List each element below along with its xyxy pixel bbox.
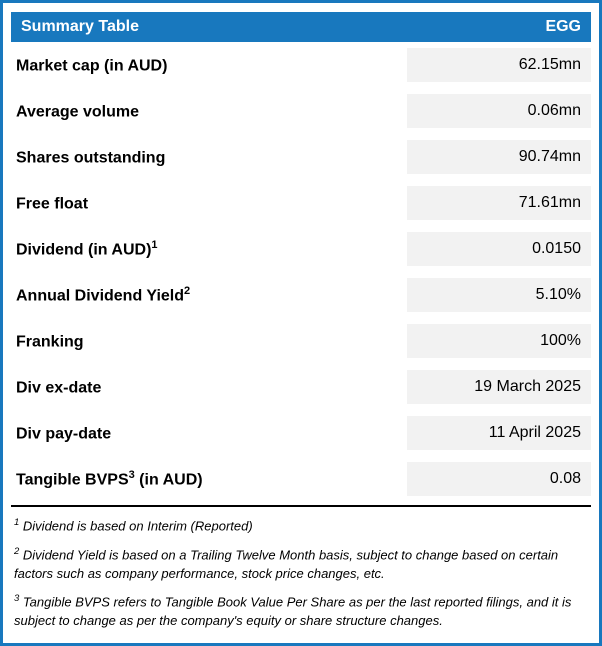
row-label-text: Shares outstanding <box>16 149 166 167</box>
row-label: Average volume <box>11 101 407 121</box>
row-label-text: Tangible BVPS <box>16 471 129 489</box>
table-row: Average volume 0.06mn <box>11 88 591 134</box>
row-label-text: Div pay-date <box>16 425 112 443</box>
ticker-label: EGG <box>545 18 581 35</box>
table-row: Div ex-date 19 March 2025 <box>11 364 591 410</box>
footnote-3-text: Tangible BVPS refers to Tangible Book Va… <box>14 594 572 628</box>
footnote-1-sup: 1 <box>14 517 20 528</box>
table-row: Free float 71.61mn <box>11 180 591 226</box>
row-value: 11 April 2025 <box>407 416 591 450</box>
table-header: Summary Table EGG <box>11 12 591 42</box>
table-row: Tangible BVPS3 (in AUD) 0.08 <box>11 456 591 502</box>
row-label-sup: 2 <box>184 284 191 297</box>
table-body: Market cap (in AUD) 62.15mn Average volu… <box>11 42 591 502</box>
table-row: Dividend (in AUD)1 0.0150 <box>11 226 591 272</box>
row-value: 0.08 <box>407 462 591 496</box>
footnotes: 1 Dividend is based on Interim (Reported… <box>11 516 591 630</box>
footnote-3: 3 Tangible BVPS refers to Tangible Book … <box>14 592 588 629</box>
footnote-2-text: Dividend Yield is based on a Trailing Tw… <box>14 547 559 581</box>
table-title: Summary Table <box>21 18 139 35</box>
row-value: 62.15mn <box>407 48 591 82</box>
footnote-3-sup: 3 <box>14 593 20 605</box>
row-label: Dividend (in AUD)1 <box>11 239 407 259</box>
table-row: Div pay-date 11 April 2025 <box>11 410 591 456</box>
row-label: Tangible BVPS3 (in AUD) <box>11 469 407 489</box>
row-value: 0.06mn <box>407 94 591 128</box>
table-row: Franking 100% <box>11 318 591 364</box>
footnote-divider <box>11 505 591 507</box>
row-label: Market cap (in AUD) <box>11 55 407 75</box>
row-value: 90.74mn <box>407 140 591 174</box>
row-label-sup: 1 <box>151 238 158 251</box>
row-label-sup: 3 <box>128 468 135 481</box>
row-label-text: Free float <box>16 195 89 213</box>
row-label-text: Dividend (in AUD) <box>16 241 152 259</box>
footnote-1-text: Dividend is based on Interim (Reported) <box>19 518 253 534</box>
footnote-2-sup: 2 <box>14 546 20 558</box>
row-label-text-post: (in AUD) <box>134 471 203 489</box>
row-label-text: Market cap (in AUD) <box>16 57 168 75</box>
row-label: Div pay-date <box>11 423 407 443</box>
footnote-1: 1 Dividend is based on Interim (Reported… <box>14 516 588 535</box>
row-label: Shares outstanding <box>11 147 407 167</box>
row-value: 5.10% <box>407 278 591 312</box>
row-label-text: Div ex-date <box>16 379 102 397</box>
row-value: 0.0150 <box>407 232 591 266</box>
row-label-text: Annual Dividend Yield <box>16 287 185 305</box>
row-label-text: Franking <box>16 333 84 351</box>
row-label-text: Average volume <box>16 103 140 121</box>
row-label: Franking <box>11 331 407 351</box>
row-value: 71.61mn <box>407 186 591 220</box>
row-label: Div ex-date <box>11 377 407 397</box>
table-row: Market cap (in AUD) 62.15mn <box>11 42 591 88</box>
row-value: 100% <box>407 324 591 358</box>
row-label: Annual Dividend Yield2 <box>11 285 407 305</box>
row-label: Free float <box>11 193 407 213</box>
row-value: 19 March 2025 <box>407 370 591 404</box>
table-row: Shares outstanding 90.74mn <box>11 134 591 180</box>
table-row: Annual Dividend Yield2 5.10% <box>11 272 591 318</box>
footnote-2: 2 Dividend Yield is based on a Trailing … <box>14 545 588 582</box>
